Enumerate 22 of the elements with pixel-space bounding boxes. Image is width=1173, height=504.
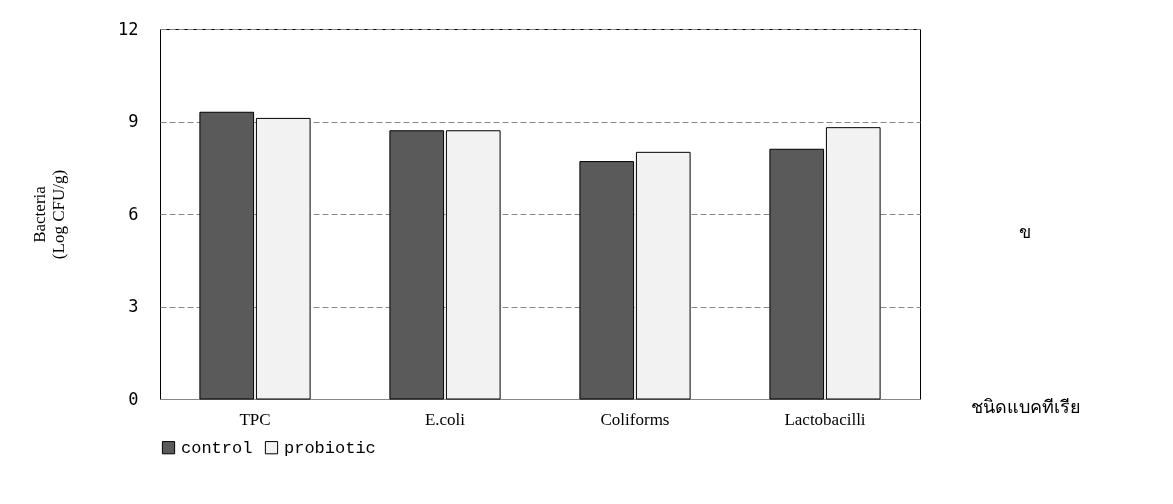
y-tick-label: 9	[128, 111, 139, 131]
bar	[389, 130, 445, 400]
y-axis-title: Bacteria (Log CFU/g)	[30, 169, 69, 260]
bar	[635, 151, 691, 400]
y-tick-label: 0	[128, 388, 139, 409]
x-tick-label: Coliforms	[600, 409, 670, 429]
bar	[199, 111, 255, 400]
y-tick-label: 3	[128, 296, 139, 316]
text: ข	[1019, 221, 1031, 242]
x-tick-label: E.coli	[424, 409, 466, 429]
y-tick-label: 12	[118, 18, 139, 39]
bar	[255, 117, 311, 400]
bar	[445, 130, 501, 400]
bar	[825, 127, 881, 400]
x-tick-label: TPC	[239, 409, 271, 429]
y-tick-label: 6	[128, 203, 139, 224]
bar	[769, 148, 825, 400]
legend-label: probiotic	[284, 438, 376, 458]
x-axis-title: ชนิดแบคทีเรีย	[970, 396, 1081, 417]
legend-label: control	[181, 438, 253, 458]
x-tick-label: Lactobacilli	[784, 409, 866, 429]
bar	[579, 161, 635, 400]
